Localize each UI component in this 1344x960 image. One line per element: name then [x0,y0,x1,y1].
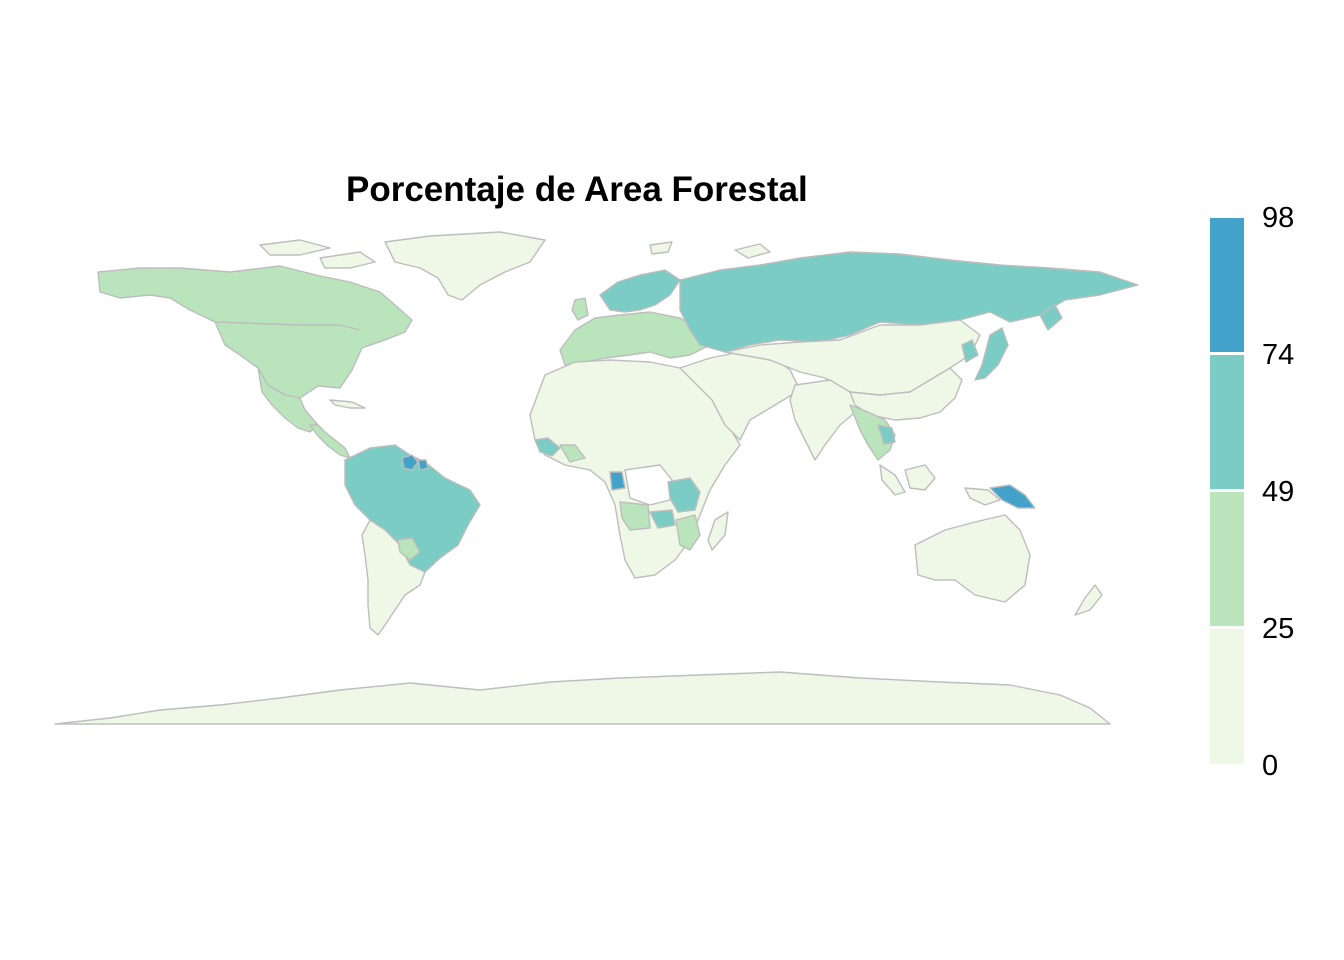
region-angola [619,501,651,531]
region-antarctica [54,671,1111,725]
region-guianas [401,454,419,471]
region-scandinavia [599,269,681,313]
region-madagascar [707,511,729,551]
region-se-asia [849,404,896,461]
region-mozambique [675,514,701,551]
legend-tick-74: 74 [1262,339,1295,371]
region-central-america [309,424,351,459]
region-uk [571,297,589,321]
region-arctic-islands [259,239,331,256]
legend-bin-25-49 [1210,492,1244,626]
region-europe [559,311,711,366]
region-greenland [384,231,546,301]
legend-bin-74-98 [1210,218,1244,352]
region-sumatra [879,464,906,496]
region-india [789,379,859,461]
region-north-america [97,265,413,399]
region-gabon [609,471,626,491]
region-cuba [329,399,366,409]
region-new-zealand [1074,584,1103,616]
region-drc-gap [624,464,673,506]
region-borneo [904,464,936,491]
region-australia [914,514,1031,603]
region-russian-arctic [734,243,771,259]
map-title: Porcentaje de Area Forestal [346,170,808,209]
region-zambia [649,509,676,529]
region-west-papua [964,487,1001,506]
region-suriname [417,459,429,471]
color-legend [1210,218,1244,764]
legend-tick-49: 49 [1262,476,1295,508]
legend-tick-98: 98 [1262,202,1295,234]
legend-tick-0: 0 [1262,750,1279,782]
legend-tick-25: 25 [1262,613,1295,645]
legend-bin-0-25 [1210,629,1244,764]
region-kamchatka [1039,304,1063,331]
region-png [989,484,1036,509]
region-russia [679,251,1139,353]
border-canada-usa [214,321,361,331]
region-japan [974,327,1009,381]
region-guinea [559,444,586,463]
region-korea [961,339,979,363]
region-paraguay [397,537,421,561]
region-central-asia [724,319,981,396]
region-svalbard [649,241,673,255]
region-arctic-islands-2 [319,251,376,269]
legend-bin-49-74 [1210,355,1244,489]
region-laos [877,424,896,445]
region-east-africa-forest [667,477,701,513]
region-west-africa [534,437,561,457]
